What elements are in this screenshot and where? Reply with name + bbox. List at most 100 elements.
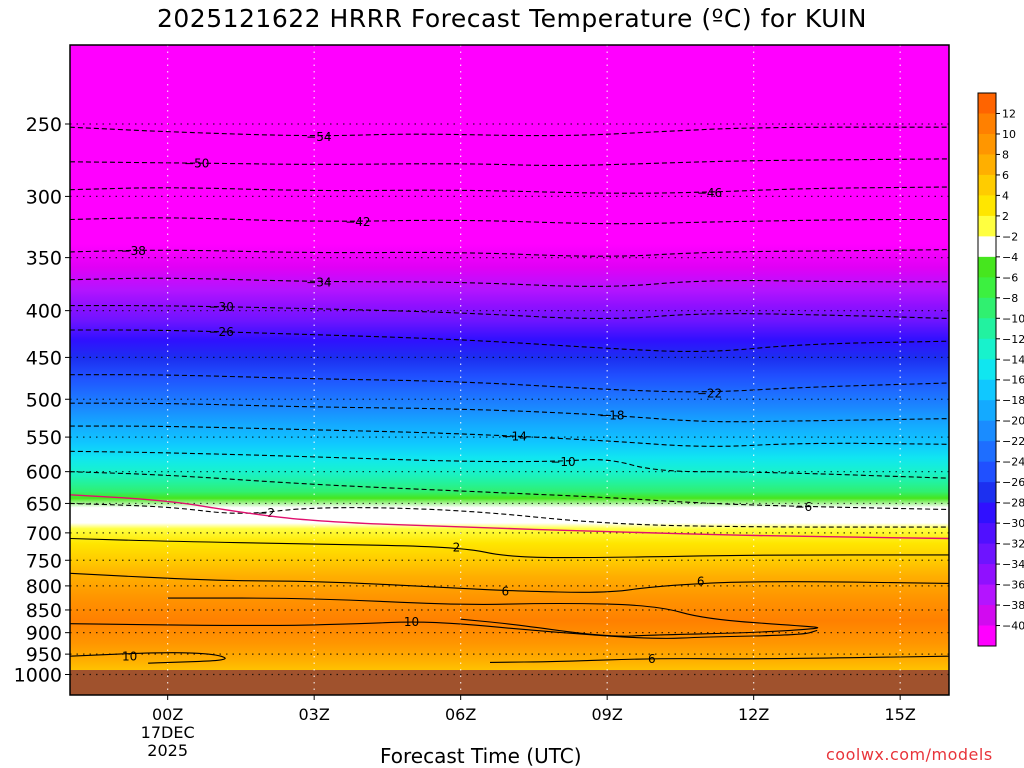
colorbar-label: −26 [1002,476,1024,489]
colorbar-swatch [978,420,996,442]
isotherms: −54−50−46−42−38−34−30−26−22−18−14−10−6−2… [70,126,949,666]
isotherm-line [70,621,818,639]
isotherm-line [70,217,949,225]
colorbar-swatch [978,564,996,586]
isotherm-line [70,277,949,287]
colorbar-label: 4 [1002,189,1009,202]
colorbar-label: 2 [1002,210,1009,223]
colorbar-swatch [978,584,996,606]
isotherm-label: −14 [502,429,527,443]
colorbar-swatch [978,543,996,565]
isotherm-label: −22 [697,386,722,400]
field-gradient [70,45,949,695]
colorbar-swatch [978,133,996,155]
colorbar-label: −36 [1002,579,1024,592]
isotherm-line [70,305,949,320]
y-tick-label: 550 [26,427,62,449]
isotherm-label: −42 [345,215,370,229]
colorbar-label: −14 [1002,353,1024,366]
y-tick-label: 700 [26,523,62,545]
x-tick-label: 06Z [445,705,476,724]
colorbar-swatch [978,605,996,627]
x-tick-date: 17DEC [141,723,195,742]
x-tick-year: 2025 [147,741,188,760]
colorbar-swatch [978,379,996,401]
colorbar-label: −6 [1002,271,1018,284]
colorbar-swatch [978,297,996,319]
x-tick-label: 03Z [299,705,330,724]
isotherm-label: 6 [648,652,656,666]
colorbar-label: −28 [1002,497,1024,510]
colorbar-swatch [978,523,996,545]
colorbar-label: −20 [1002,415,1024,428]
colorbar-swatch [978,338,996,360]
isotherm-label: −2 [257,506,275,520]
colorbar-swatch [978,154,996,176]
isotherm-line [70,374,949,393]
colorbar-label: 10 [1002,128,1016,141]
y-tick-label: 250 [26,114,62,136]
colorbar-swatch [978,256,996,278]
colorbar-label: 6 [1002,169,1009,182]
credit-link[interactable]: coolwx.com/models [826,745,993,764]
colorbar-swatch [978,318,996,340]
grid-lines [70,45,949,695]
isotherm-line [70,502,949,528]
isotherm-label: −10 [550,455,575,469]
isotherm-label: 10 [404,615,419,629]
colorbar-label: −8 [1002,292,1018,305]
isotherm-label: −18 [599,408,624,422]
isotherm-line [70,425,949,447]
y-tick-label: 800 [26,576,62,598]
isotherm-line [70,186,949,194]
x-tick-label: 09Z [592,705,623,724]
colorbar-label: −2 [1002,230,1018,243]
isotherm-line [70,450,949,479]
y-tick-label: 1000 [14,665,62,687]
colorbar-swatch [978,359,996,381]
temperature-field [70,45,949,695]
y-tick-label: 300 [26,186,62,208]
y-tick-label: 350 [26,248,62,270]
colorbar-label: −24 [1002,456,1024,469]
colorbar-label: 8 [1002,148,1009,161]
colorbar-swatch [978,400,996,422]
colorbar-label: −16 [1002,374,1024,387]
colorbar-label: −4 [1002,251,1018,264]
colorbar-label: −18 [1002,394,1024,407]
y-tick-label: 650 [26,493,62,515]
colorbar-swatch [978,482,996,504]
isotherm-label: −54 [306,130,331,144]
chart-title: 2025121622 HRRR Forecast Temperature (ºC… [156,4,867,33]
colorbar-label: −34 [1002,558,1024,571]
isotherm-label: 2 [453,540,461,554]
isotherm-line [70,537,949,559]
isotherm-label: −6 [795,500,813,514]
isotherm-line [70,158,949,166]
y-tick-label: 600 [26,462,62,484]
isotherm-label: 6 [697,574,705,588]
isotherm-label: −26 [209,325,234,339]
x-tick-label: 15Z [885,705,916,724]
isotherm-label: 10 [122,650,137,664]
colorbar-swatch [978,195,996,217]
isotherm-label: 6 [502,584,510,598]
isotherm-label: −34 [306,275,331,289]
colorbar-swatch [978,215,996,237]
colorbar-label: −10 [1002,312,1024,325]
isotherm-line [70,126,949,137]
y-axis: 2503003504004505005506006507007508008509… [14,114,70,687]
colorbar-swatch [978,625,996,647]
plot-frame [69,44,950,696]
colorbar-swatch [978,236,996,258]
colorbar-label: −38 [1002,599,1024,612]
isotherm-line [70,572,949,593]
y-tick-label: 950 [26,644,62,666]
isotherm-line [70,471,949,511]
isotherm-line [489,655,949,663]
colorbar: 12 10 8 6 4 2 −2 −4 −6 −8 −10 −12 −14 −16 −18 −20 −22 −24… [977,92,1024,647]
colorbar-swatch [978,461,996,483]
isotherm-label: −50 [184,157,209,171]
colorbar-swatch [978,441,996,463]
